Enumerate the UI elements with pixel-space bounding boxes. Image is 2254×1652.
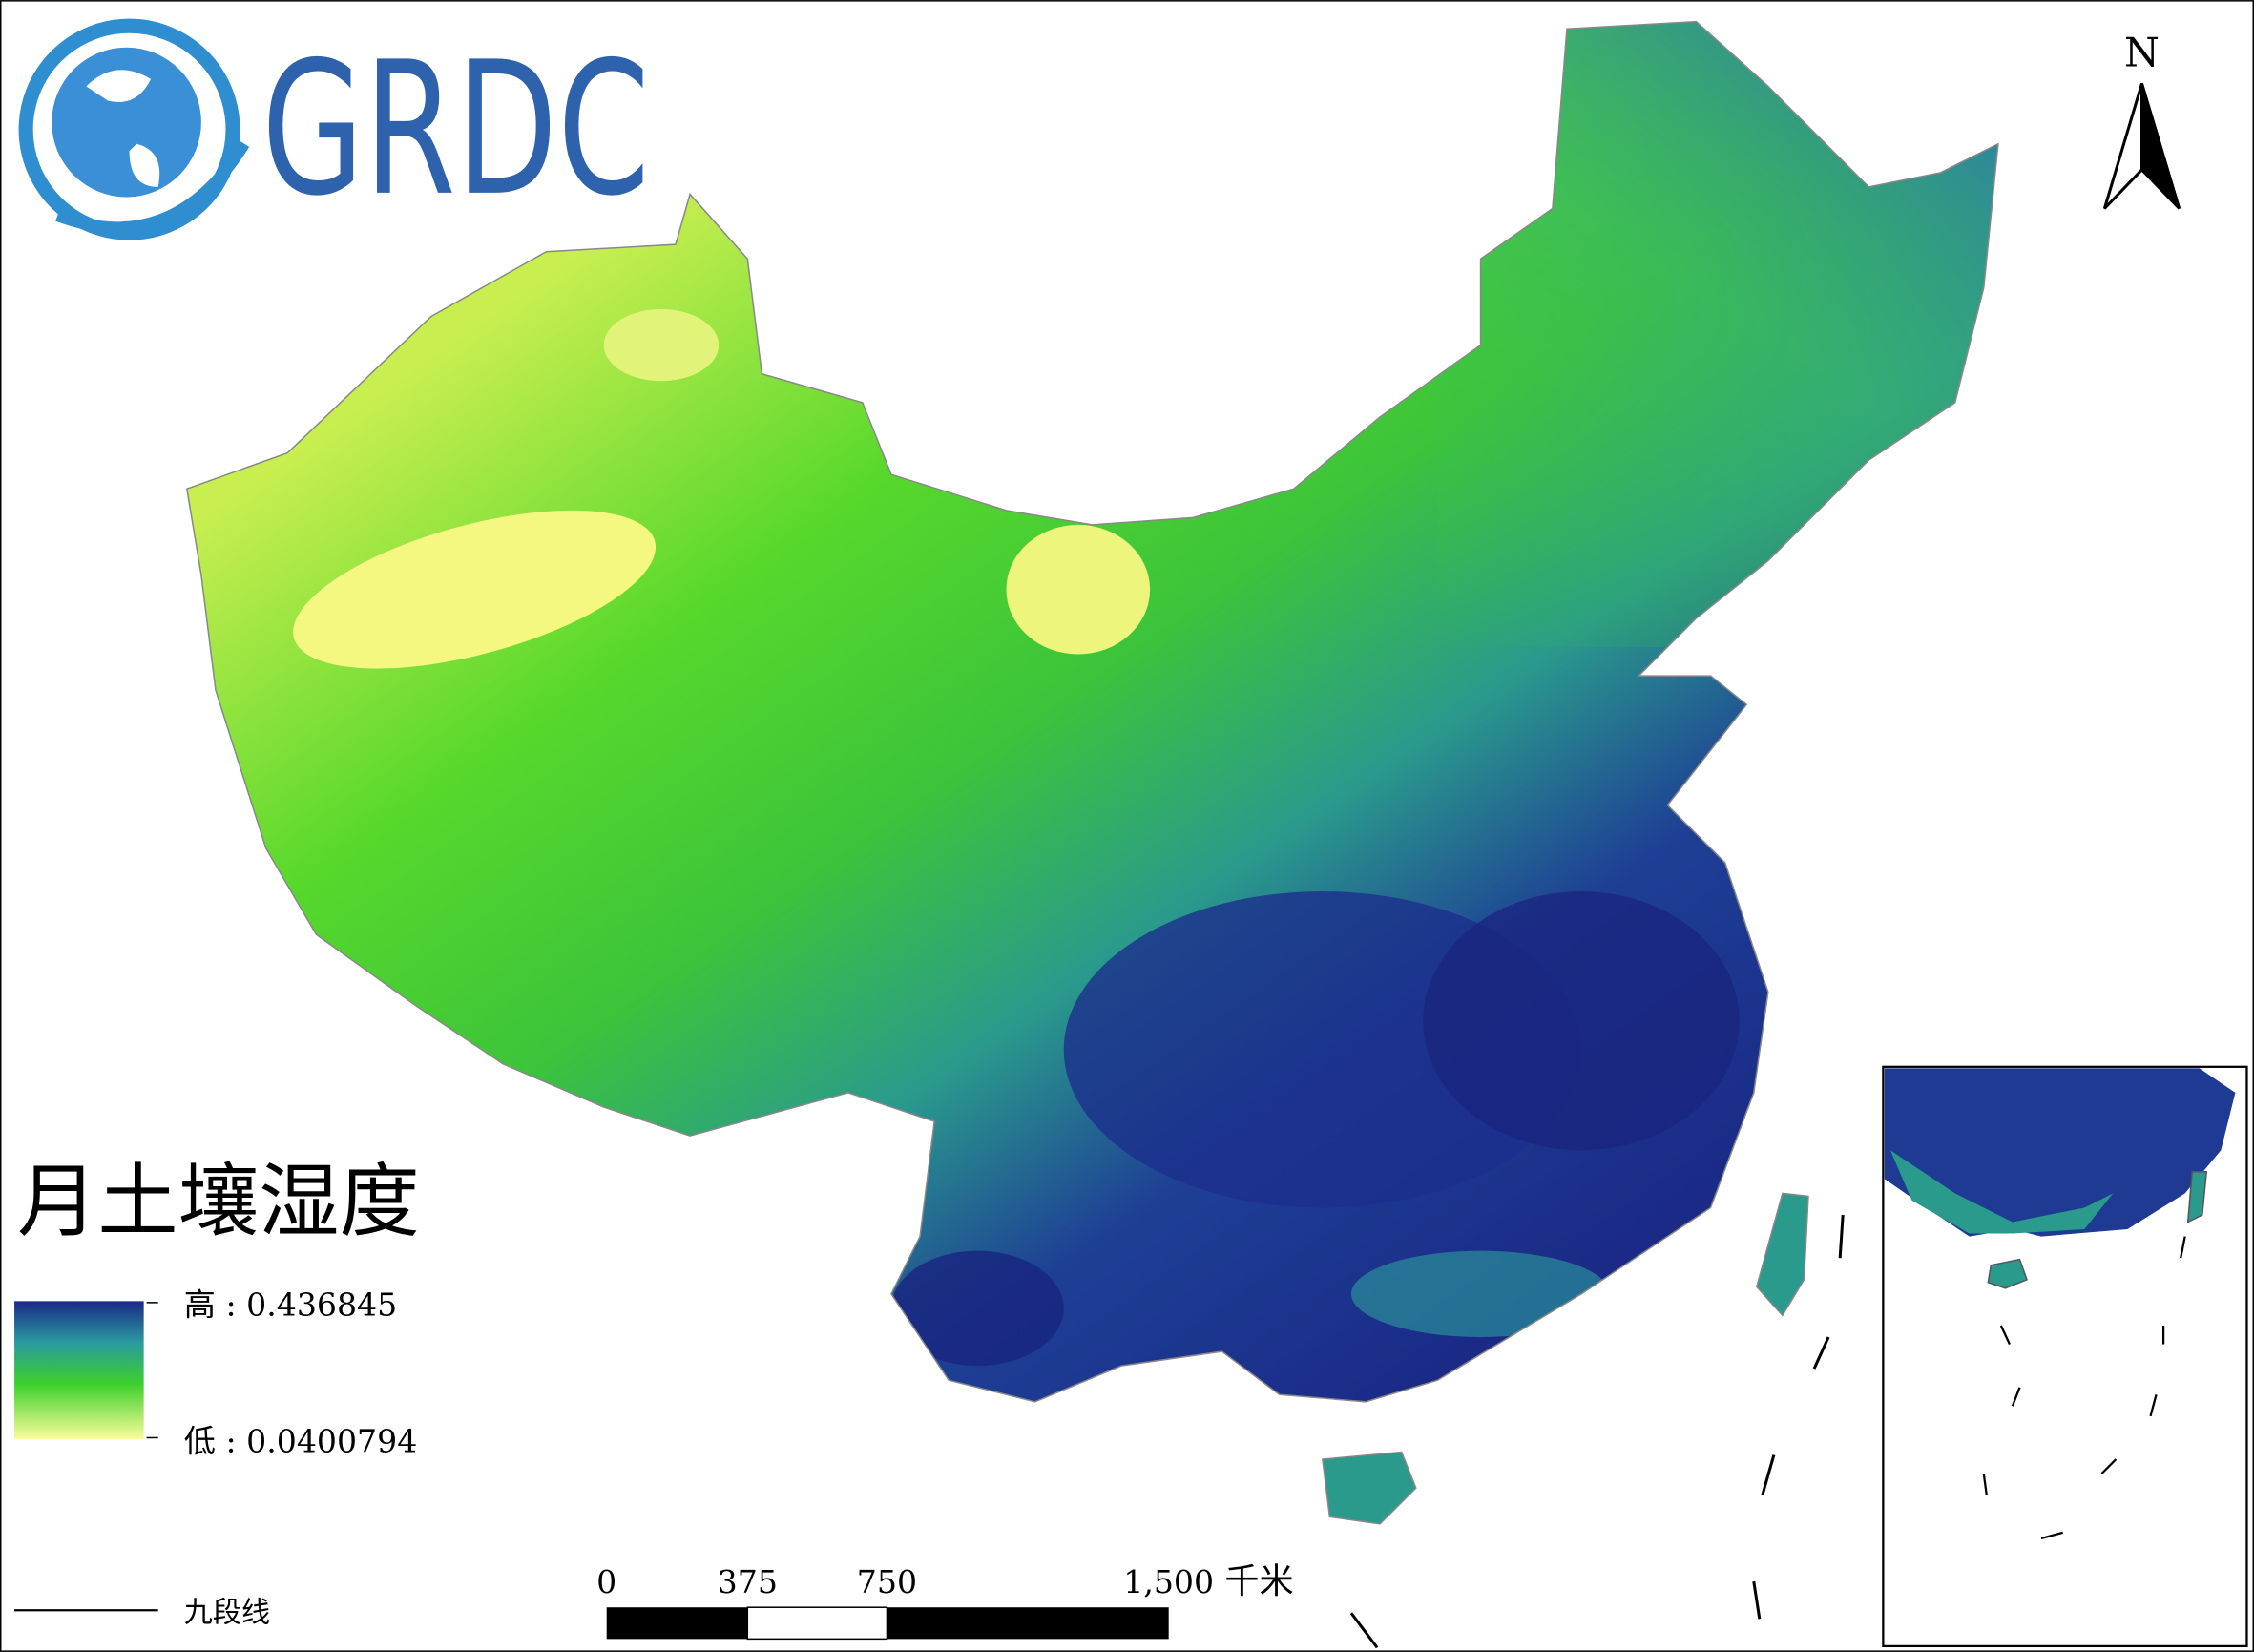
taiwan: [1755, 1192, 1809, 1317]
legend-title: 月土壤湿度: [17, 1155, 420, 1248]
logo: GRDC: [18, 18, 650, 240]
legend-high: 高 : 0.436845: [184, 1286, 397, 1323]
north-arrow: N: [2102, 29, 2181, 210]
scale-unit: 千米: [1224, 1560, 1293, 1601]
scale-bar: 0 375 750 1,500 千米: [596, 1560, 1294, 1641]
legend-low: 低 : 0.0400794: [184, 1423, 417, 1460]
nine-dash-legend-label: 九段线: [184, 1596, 270, 1629]
scale-tick: 0: [596, 1563, 616, 1600]
inset-map: [1882, 1065, 2248, 1648]
hainan: [1322, 1451, 1417, 1525]
scale-tick: 750: [857, 1563, 917, 1600]
north-label: N: [2124, 29, 2160, 75]
scale-tick: 375: [718, 1563, 778, 1600]
logo-text: GRDC: [261, 23, 650, 237]
nine-dash-line: [1349, 1214, 1845, 1649]
legend-color-ramp: [14, 1301, 144, 1439]
scale-tick: 1,500: [1123, 1563, 1214, 1600]
